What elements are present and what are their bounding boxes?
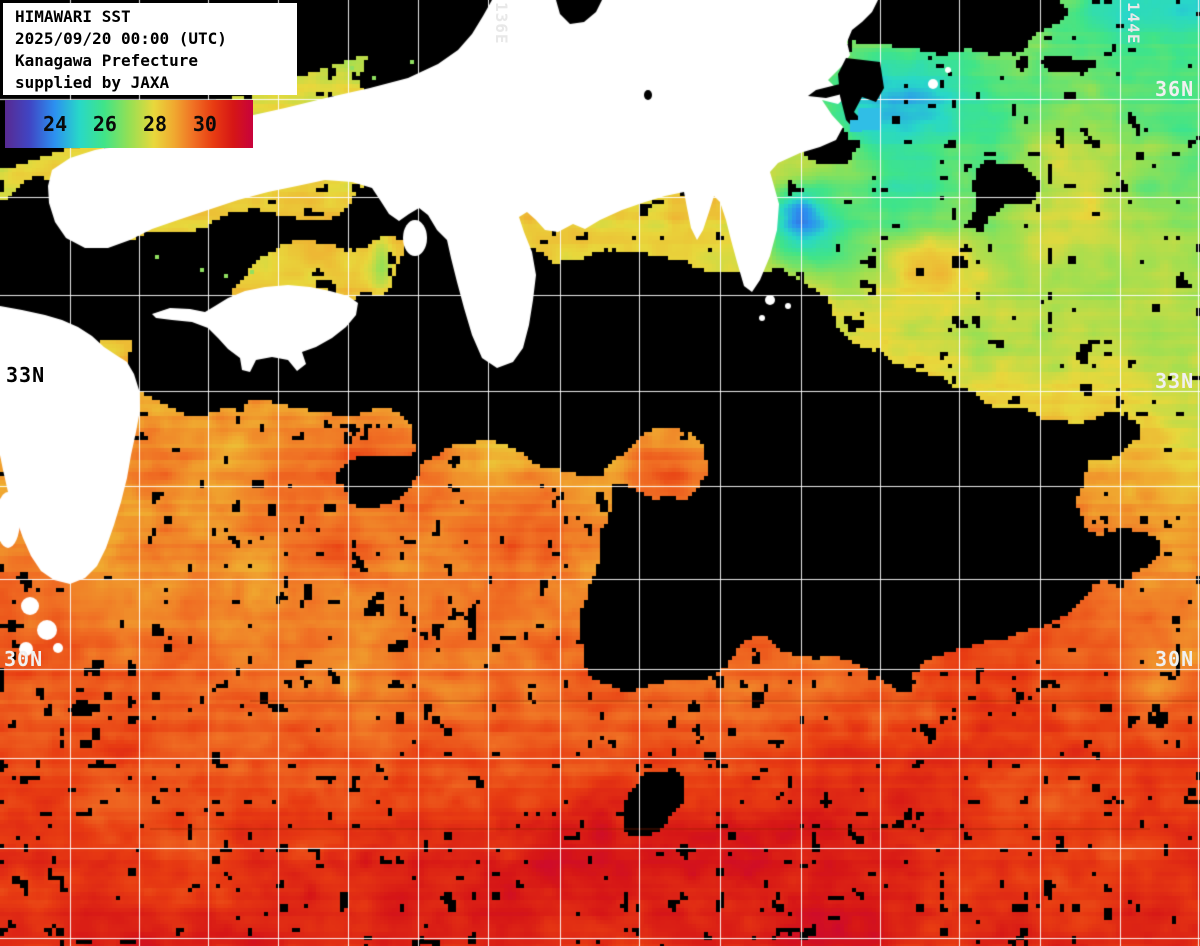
product-title: HIMAWARI SST [15,7,131,26]
colorbar-tick: 28 [142,112,168,136]
parallel-label-30n: 30N [1155,647,1195,671]
parallel-label-36n: 36N [1155,77,1195,101]
meridian-label-136e: 136E [492,2,511,45]
parallel-label-30n: 30N [4,647,44,671]
colorbar-tick: 26 [92,112,117,136]
region-label: Kanagawa Prefecture [15,51,199,70]
colorbar: 24 26 28 30 [5,100,253,148]
parallel-label-33n: 33N [1155,369,1195,393]
credit-label: supplied by JAXA [15,73,170,92]
colorbar-tick: 30 [192,112,217,136]
colorbar-tick: 24 [43,112,68,136]
parallel-label-33n: 33N [6,363,46,387]
datetime-label: 2025/09/20 00:00 (UTC) [15,29,227,48]
meridian-label-144e: 144E [1124,2,1143,45]
title-box: HIMAWARI SST 2025/09/20 00:00 (UTC) Kana… [3,3,297,95]
